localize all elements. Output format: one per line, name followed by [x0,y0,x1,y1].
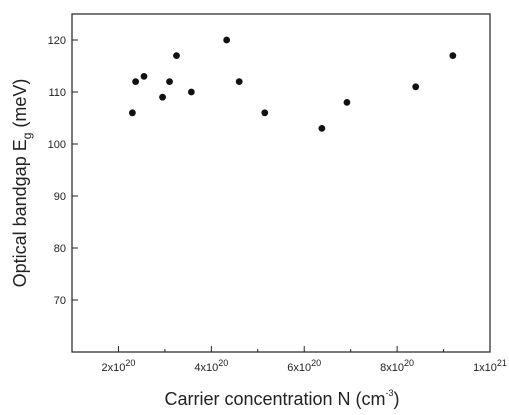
data-point [318,124,326,132]
data-point [187,88,195,96]
x-axis-title: Carrier concentration N (cm-3) [164,388,399,409]
data-point [412,83,420,91]
data-point [159,93,166,101]
plot-frame [71,13,491,353]
y-tick-label: 100 [48,139,66,151]
y-tick-label: 70 [54,295,66,307]
data-point [166,78,173,85]
x-axis-ticks: 2x1020 4x1020 6x1020 8x1020 1x1021 [102,346,507,374]
x-axis-title-tail: ) [394,389,400,409]
x-tick-label: 8x1020 [380,358,414,374]
data-point [343,99,351,106]
y-axis-ticks: 70 80 90 100 110 120 [48,35,78,307]
data-point [173,52,180,59]
data-point [140,73,148,80]
data-points [128,36,457,132]
y-tick-label: 110 [48,87,66,99]
x-axis-title-sup: -3 [386,388,394,398]
y-axis-title: Optical bandgap Eg (meV) [10,79,34,288]
y-axis-title-tail: (meV) [10,79,30,133]
data-point [449,52,457,59]
y-tick-label: 90 [54,191,66,203]
x-tick-label: 1x1021 [473,358,507,374]
data-point [261,109,269,117]
y-axis-title-sub: g [20,133,34,140]
data-point [128,109,136,117]
x-tick-label: 2x1020 [102,358,136,374]
y-axis-title-main: Optical bandgap E [10,139,30,287]
x-tick-label: 4x1020 [194,358,228,374]
x-tick-label: 6x1020 [287,358,321,374]
x-axis-title-main: Carrier concentration N (cm [164,389,385,409]
data-point [235,78,243,85]
data-point [223,36,231,44]
y-tick-label: 80 [54,243,66,255]
data-point [132,78,140,85]
y-tick-label: 120 [48,35,66,47]
